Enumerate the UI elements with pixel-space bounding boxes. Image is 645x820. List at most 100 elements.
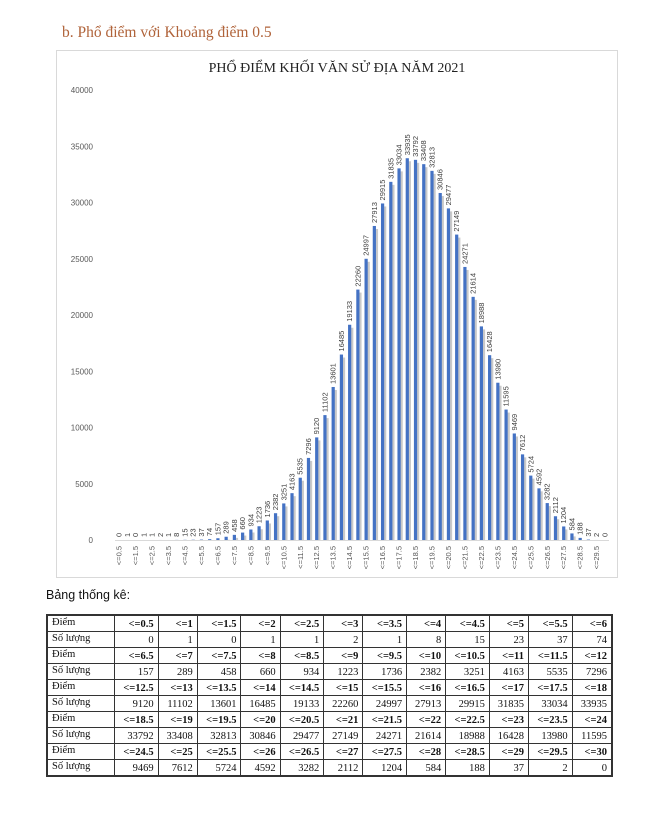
score-cell: <=10 — [406, 647, 447, 664]
bar — [496, 382, 500, 540]
row-header: Điểm — [46, 647, 115, 664]
bar — [438, 192, 442, 541]
x-tick-label: <=20.5 — [444, 546, 453, 569]
bar — [257, 526, 261, 540]
score-cell: <=11.5 — [527, 647, 573, 664]
x-tick-label: <=18.5 — [411, 546, 420, 569]
data-label: 16428 — [485, 331, 494, 352]
bar — [405, 158, 409, 540]
x-tick-label: <=3.5 — [164, 546, 173, 565]
bar-shadow — [540, 491, 543, 540]
score-cell: <=20 — [240, 711, 281, 728]
count-cell: 1736 — [362, 663, 408, 680]
bar — [545, 503, 549, 540]
data-label: 5535 — [296, 458, 305, 475]
x-tick-label: <=27.5 — [559, 546, 568, 569]
score-cell: <=5.5 — [527, 614, 573, 632]
score-cell: <=3 — [323, 614, 364, 632]
score-cell: <=2.5 — [279, 614, 325, 632]
score-cell: <=8.5 — [279, 647, 325, 664]
data-label: 1 — [139, 533, 148, 537]
bar — [537, 488, 541, 540]
bar-shadow — [564, 529, 568, 540]
x-tick-label: <=14.5 — [345, 546, 354, 569]
bar-shadow — [301, 480, 304, 540]
count-cell: 3251 — [445, 663, 490, 680]
count-cell: 2 — [527, 759, 573, 777]
score-cell: <=3.5 — [362, 614, 408, 632]
row-header: Số lượng — [46, 727, 115, 744]
score-cell: <=12 — [571, 647, 613, 664]
data-label: 24271 — [460, 243, 469, 264]
x-tick-label: <=10.5 — [279, 546, 288, 569]
data-label: 21614 — [469, 273, 478, 294]
data-label: 29477 — [444, 185, 453, 206]
data-label: 458 — [230, 519, 239, 532]
bar-shadow — [548, 506, 551, 540]
x-tick-label: <=28.5 — [576, 546, 585, 569]
data-label: 3251 — [279, 484, 288, 501]
score-cell: <=17.5 — [527, 679, 573, 696]
bar — [488, 355, 492, 540]
x-tick-label: <=4.5 — [180, 546, 189, 565]
count-cell: 13601 — [196, 695, 242, 712]
score-cell: <=2 — [240, 614, 281, 632]
x-tick-label: <=0.5 — [115, 546, 124, 565]
bar-shadow — [251, 532, 255, 540]
score-cell: <=25.5 — [196, 743, 242, 760]
x-tick-label: <=1.5 — [131, 546, 140, 565]
score-cell: <=14.5 — [279, 679, 325, 696]
bar — [356, 289, 360, 540]
data-label: 9120 — [312, 418, 321, 435]
bar-shadow — [466, 269, 469, 540]
data-label: 16485 — [337, 331, 346, 352]
y-tick-label: 30000 — [71, 199, 94, 208]
score-cell: <=24 — [571, 711, 613, 728]
score-cell: <=5 — [488, 614, 529, 632]
bar — [413, 159, 418, 540]
row-header: Số lượng — [46, 631, 115, 648]
count-cell: 13980 — [527, 727, 573, 744]
score-cell: <=28 — [406, 743, 447, 760]
count-cell: 1223 — [323, 663, 364, 680]
count-cell: 0 — [114, 631, 159, 648]
bar-shadow — [490, 358, 494, 540]
data-label: 1 — [148, 533, 157, 537]
x-tick-label: <=13.5 — [329, 546, 338, 569]
score-cell: <=25 — [157, 743, 198, 760]
bar — [372, 225, 376, 540]
score-cell: <=26.5 — [279, 743, 325, 760]
data-label: 0 — [600, 533, 609, 537]
data-label: 1204 — [559, 507, 568, 524]
count-cell: 33792 — [114, 727, 159, 744]
bar-shadow — [400, 171, 403, 540]
data-label: 8 — [172, 533, 181, 537]
count-cell: 24997 — [362, 695, 408, 712]
bar — [339, 354, 344, 540]
bar — [479, 326, 483, 540]
score-cell: <=15 — [323, 679, 364, 696]
y-tick-label: 5000 — [75, 480, 93, 489]
bar — [348, 324, 352, 540]
data-label: 9469 — [510, 414, 519, 431]
count-cell: 11102 — [157, 695, 198, 712]
bar-shadow — [482, 329, 486, 540]
data-label: 2 — [156, 533, 165, 537]
score-cell: <=26 — [240, 743, 281, 760]
bar — [265, 520, 269, 540]
bar-shadow — [235, 537, 239, 540]
bar — [471, 296, 475, 540]
count-cell: 0 — [571, 759, 613, 777]
bar-shadow — [498, 385, 502, 540]
count-cell: 19133 — [279, 695, 325, 712]
x-tick-label: <=8.5 — [246, 546, 255, 565]
bar — [224, 536, 228, 540]
bar-shadow — [408, 161, 411, 540]
count-cell: 74 — [571, 631, 613, 648]
count-cell: 33935 — [571, 695, 613, 712]
bar-shadow — [375, 228, 379, 540]
bar — [306, 457, 311, 540]
data-label: 32813 — [427, 147, 436, 168]
score-cell: <=6 — [571, 614, 613, 632]
bar-shadow — [326, 418, 329, 540]
